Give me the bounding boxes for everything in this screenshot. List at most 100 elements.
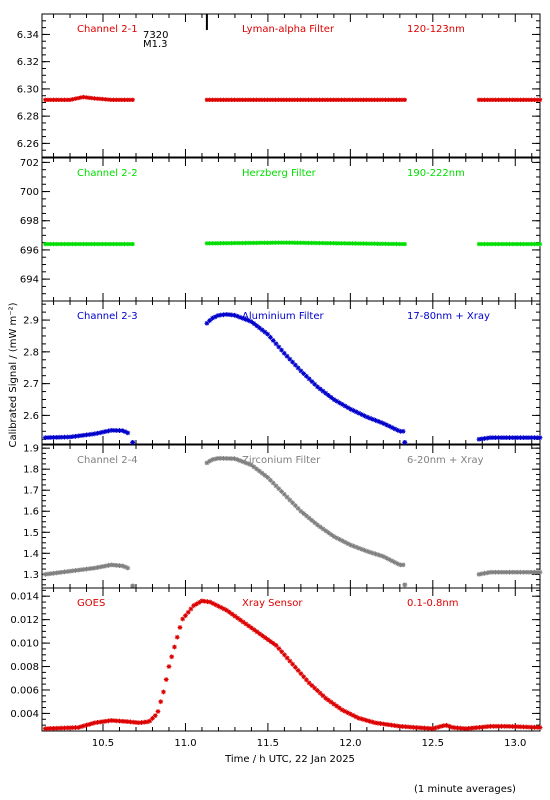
- data-point: [48, 726, 54, 731]
- data-point: [400, 428, 406, 434]
- data-point: [265, 240, 270, 245]
- data-point: [270, 97, 276, 102]
- data-point: [215, 313, 221, 318]
- data-point: [114, 241, 119, 247]
- data-point: [234, 240, 240, 246]
- data-point: [350, 712, 356, 718]
- data-segment: [204, 97, 407, 102]
- panel-frame: [41, 587, 541, 732]
- data-point: [476, 436, 482, 442]
- data-point: [273, 341, 279, 347]
- data-point: [207, 458, 213, 464]
- data-point: [147, 718, 153, 724]
- data-point: [204, 320, 210, 326]
- data-point: [386, 423, 392, 429]
- data-point: [84, 566, 89, 572]
- data-point: [468, 725, 474, 731]
- data-point: [287, 658, 293, 664]
- y-tick-label: 6.32: [17, 57, 39, 68]
- band-label: 17-80nm + Xray: [407, 311, 490, 322]
- filter-label: Aluminium Filter: [242, 311, 325, 322]
- data-point: [484, 570, 490, 576]
- data-point: [100, 241, 105, 247]
- data-point: [67, 241, 73, 247]
- data-point: [424, 725, 430, 731]
- data-point: [312, 685, 318, 691]
- data-point: [479, 241, 484, 247]
- data-point: [281, 97, 287, 102]
- data-point: [320, 240, 325, 246]
- data-point: [339, 97, 344, 102]
- data-point: [141, 719, 147, 725]
- data-point: [89, 95, 94, 101]
- data-point: [86, 432, 92, 437]
- data-point: [482, 570, 487, 576]
- data-point: [364, 414, 370, 420]
- data-point: [392, 559, 398, 565]
- data-point: [103, 563, 109, 569]
- data-point: [309, 97, 314, 102]
- data-point: [484, 435, 490, 441]
- data-point: [64, 725, 70, 731]
- data-point: [515, 241, 521, 247]
- data-point: [42, 571, 48, 577]
- data-point: [400, 724, 405, 729]
- data-point: [48, 435, 54, 440]
- data-point: [353, 714, 359, 720]
- data-point: [362, 547, 367, 553]
- data-point: [345, 541, 351, 547]
- x-axis-label: Time / h UTC, 22 Jan 2025: [224, 754, 355, 765]
- data-point: [89, 241, 94, 247]
- data-point: [515, 724, 521, 730]
- data-point: [328, 699, 334, 705]
- data-point: [136, 720, 142, 726]
- x-tick-label: 11.0: [174, 738, 196, 749]
- data-point: [229, 240, 234, 246]
- data-point: [295, 505, 301, 511]
- data-point: [81, 241, 86, 247]
- data-point: [237, 97, 243, 102]
- data-point: [56, 97, 62, 102]
- y-tick-label: 696: [20, 245, 39, 256]
- data-point: [245, 461, 251, 467]
- data-point: [172, 644, 177, 650]
- data-point: [210, 601, 216, 606]
- y-tick-label: 0.006: [10, 685, 39, 696]
- data-point: [507, 97, 512, 102]
- data-point: [51, 241, 56, 247]
- data-point: [245, 97, 251, 102]
- data-point: [81, 723, 87, 729]
- data-point: [67, 725, 73, 731]
- data-point: [254, 629, 260, 635]
- data-point: [320, 693, 326, 699]
- data-point: [389, 558, 395, 564]
- data-point: [529, 435, 535, 441]
- data-point: [369, 719, 375, 725]
- data-point: [64, 434, 70, 440]
- data-point: [257, 325, 262, 331]
- data-point: [122, 564, 128, 570]
- data-point: [256, 240, 262, 246]
- data-point: [73, 725, 78, 730]
- data-point: [227, 609, 232, 615]
- data-point: [108, 562, 114, 568]
- data-point: [100, 719, 106, 725]
- data-point: [300, 97, 306, 102]
- data-point: [323, 528, 329, 534]
- x-tick-label: 11.5: [257, 738, 279, 749]
- data-point: [56, 570, 62, 575]
- data-point: [106, 428, 111, 434]
- data-point: [267, 240, 273, 245]
- data-point: [314, 97, 320, 102]
- data-point: [73, 96, 78, 101]
- data-point: [243, 240, 248, 246]
- data-point: [53, 725, 59, 731]
- data-point: [526, 435, 532, 441]
- data-point: [174, 634, 180, 640]
- data-point: [394, 723, 400, 729]
- data-point: [240, 240, 245, 246]
- data-point: [103, 97, 108, 102]
- data-point: [232, 97, 237, 102]
- data-point: [290, 661, 296, 667]
- data-point: [358, 97, 364, 102]
